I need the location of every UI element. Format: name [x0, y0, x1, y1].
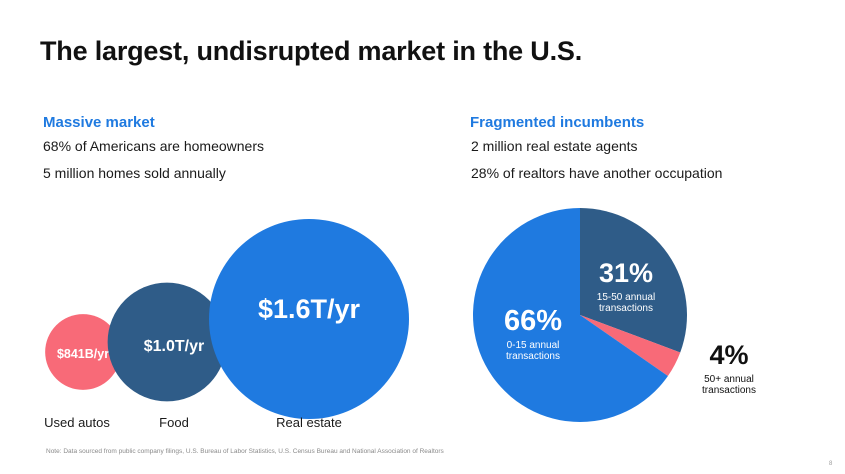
pie-description-label: transactions — [599, 303, 653, 314]
pie-description-label: transactions — [506, 351, 560, 362]
bubble-value-label: $841B/yr — [57, 347, 109, 361]
bubble-food — [107, 282, 227, 402]
pie-percent-label: 66% — [504, 305, 562, 337]
bubble-category-label: Used autos — [44, 415, 110, 430]
bubble-value-label: $1.0T/yr — [144, 338, 204, 355]
fragmented-incumbents-heading: Fragmented incumbents — [470, 114, 645, 131]
page-number: 8 — [829, 461, 833, 467]
pie-description-label: 50+ annual — [704, 374, 754, 385]
market-size-bubble-chart: $841B/yr Used autos $1.0T/yr Food $1.6T/yr Re… — [44, 219, 409, 430]
pie-percent-label: 31% — [599, 258, 653, 288]
bubble-category-label: Food — [159, 415, 189, 430]
other-occupation-fact: 28% of realtors have another occupation — [471, 165, 723, 181]
bubble-value-label: $1.6T/yr — [258, 294, 361, 324]
bubble-used-autos — [45, 314, 121, 390]
pie-slice-4pct — [580, 315, 681, 376]
agents-fact: 2 million real estate agents — [471, 138, 638, 154]
bubble-category-label: Real estate — [276, 415, 342, 430]
pie-percent-label: 4% — [709, 340, 748, 370]
massive-market-heading: Massive market — [43, 114, 155, 131]
pie-slice-31pct — [580, 208, 687, 353]
homeowners-fact: 68% of Americans are homeowners — [43, 138, 264, 154]
bubble-real-estate — [209, 219, 409, 419]
pie-description-label: transactions — [702, 385, 756, 396]
page-title: The largest, undisrupted market in the U… — [40, 36, 582, 66]
pie-slice-66pct — [472, 208, 668, 422]
homes-sold-fact: 5 million homes sold annually — [43, 165, 226, 181]
pie-description-label: 0-15 annual — [507, 340, 560, 351]
pie-description-label: 15-50 annual — [597, 292, 655, 303]
footnote: Note: Data sourced from public company f… — [46, 448, 444, 455]
